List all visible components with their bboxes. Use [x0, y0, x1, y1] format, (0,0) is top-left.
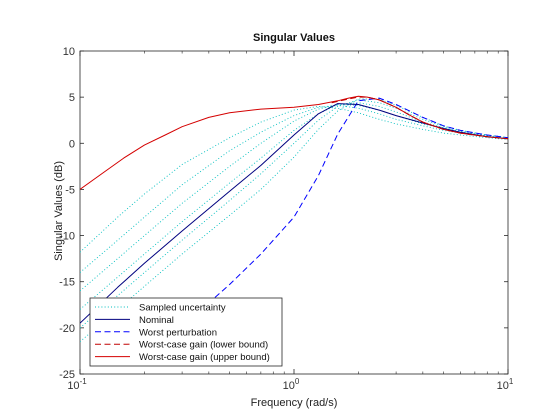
sampled-uncertainty-line	[80, 102, 508, 310]
axis-ticks	[79, 50, 509, 375]
y-tick-label: 5	[69, 92, 75, 104]
x-tick-base: 10	[283, 380, 295, 392]
chart-title: Singular Values	[253, 32, 335, 44]
plot-lines	[80, 95, 508, 343]
x-tick-labels: 10-1 100 101	[67, 377, 514, 392]
y-tick-label: -10	[59, 231, 75, 243]
x-tick-exponent: -1	[80, 377, 88, 386]
sampled-uncertainty-line	[80, 98, 508, 343]
legend-label: Nominal	[139, 315, 174, 326]
x-tick-label: 10-1	[67, 377, 87, 392]
y-tick-label: -25	[59, 369, 75, 381]
y-tick-label: 0	[69, 138, 75, 150]
worst-perturbation-line	[164, 97, 508, 343]
legend-label: Sampled uncertainty	[139, 303, 226, 314]
x-tick-label: 100	[283, 377, 300, 392]
y-axis-label: Singular Values (dB)	[53, 161, 65, 261]
y-tick-label: -15	[59, 277, 75, 289]
legend-label: Worst-case gain (upper bound)	[139, 352, 270, 363]
sampled-uncertainty-line	[80, 105, 508, 253]
y-tick-label: 10	[63, 46, 75, 58]
y-tick-labels: -25 -20 -15 -10 -5 0 5 10	[59, 46, 75, 381]
x-tick-base: 10	[497, 380, 509, 392]
nominal-line	[80, 103, 508, 324]
legend-label: Worst perturbation	[139, 327, 217, 338]
sampled-uncertainty-line	[80, 99, 508, 329]
legend-label: Worst-case gain (lower bound)	[139, 340, 268, 351]
x-tick-base: 10	[67, 380, 79, 392]
x-tick-exponent: 1	[509, 377, 514, 386]
sampled-uncertainty-line	[80, 104, 508, 273]
x-tick-label: 101	[497, 377, 514, 392]
y-tick-label: -20	[59, 323, 75, 335]
x-axis-label: Frequency (rad/s)	[251, 397, 338, 409]
legend-box	[89, 297, 283, 367]
y-tick-label: -5	[65, 184, 75, 196]
x-tick-exponent: 0	[295, 377, 300, 386]
